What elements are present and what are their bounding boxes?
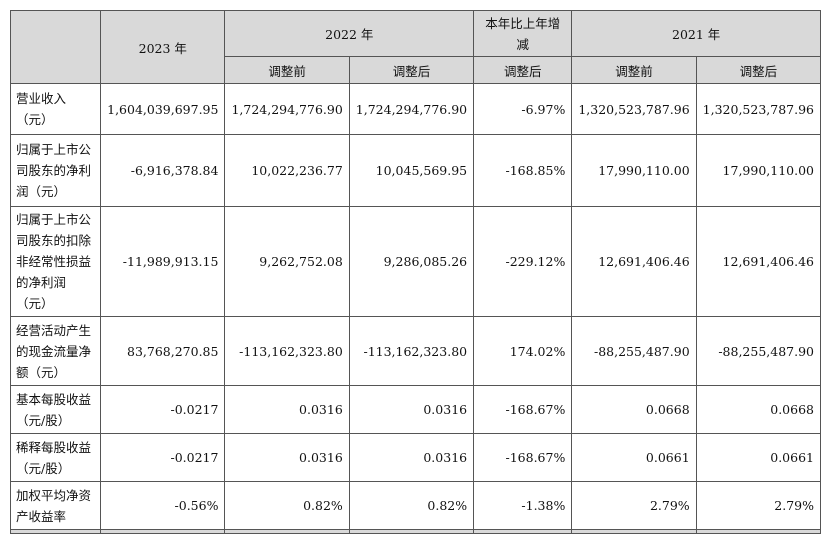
row-label: 基本每股收益（元/股） (9, 385, 102, 434)
cell-2023: -11,989,913.15 (100, 206, 226, 317)
cell-2021-before: 2.79% (571, 481, 697, 530)
cell-2021-before: 0.0661 (571, 433, 697, 482)
cell-2022-after: 0.0316 (348, 433, 475, 482)
cell-2022-after: 9,286,085.26 (348, 206, 475, 317)
cell-2022-before: 10,022,236.77 (224, 134, 350, 207)
cell-change: -168.67% (473, 385, 573, 434)
cell-2021-after: 0.0661 (695, 433, 821, 482)
cell-2022-before: 1,724,294,776.90 (224, 83, 350, 135)
header-2021: 2021 年 (571, 10, 821, 57)
row-label: 归属于上市公司股东的扣除非经常性损益的净利润（元） (9, 206, 102, 317)
table-row: 基本每股收益（元/股） -0.0217 0.0316 0.0316 -168.6… (9, 385, 821, 434)
cell-change: -168.85% (473, 134, 573, 207)
cell-2022-before: 0.0316 (224, 433, 350, 482)
cell-2021-after: 12,691,406.46 (695, 206, 821, 317)
cell-2021-after: 2.79% (695, 481, 821, 530)
table-row: 加权平均净资产收益率 -0.56% 0.82% 0.82% -1.38% 2.7… (9, 481, 821, 530)
header-2021-after: 调整后 (695, 56, 821, 84)
table-tail-row (9, 529, 821, 534)
cell-change: -1.38% (473, 481, 573, 530)
cell-change: 174.02% (473, 316, 573, 386)
tail-cell (100, 529, 226, 534)
cell-2021-after: 0.0668 (695, 385, 821, 434)
header-2023: 2023 年 (100, 10, 226, 84)
tail-cell (695, 529, 821, 534)
cell-2021-after: 17,990,110.00 (695, 134, 821, 207)
cell-2022-after: -113,162,323.80 (348, 316, 475, 386)
header-2022: 2022 年 (224, 10, 475, 57)
cell-2022-after: 1,724,294,776.90 (348, 83, 475, 135)
cell-2022-before: 0.82% (224, 481, 350, 530)
table-row: 归属于上市公司股东的扣除非经常性损益的净利润（元） -11,989,913.15… (9, 206, 821, 317)
cell-2021-before: 12,691,406.46 (571, 206, 697, 317)
cell-2021-after: -88,255,487.90 (695, 316, 821, 386)
row-label: 稀释每股收益（元/股） (9, 433, 102, 482)
cell-2022-after: 10,045,569.95 (348, 134, 475, 207)
cell-2022-after: 0.82% (348, 481, 475, 530)
cell-2021-before: 1,320,523,787.96 (571, 83, 697, 135)
table-row: 经营活动产生的现金流量净额（元） 83,768,270.85 -113,162,… (9, 316, 821, 386)
cell-2023: -0.0217 (100, 433, 226, 482)
cell-change: -168.67% (473, 433, 573, 482)
tail-cell (9, 529, 102, 534)
cell-2022-after: 0.0316 (348, 385, 475, 434)
row-label: 经营活动产生的现金流量净额（元） (9, 316, 102, 386)
header-change: 本年比上年增减 (473, 10, 573, 57)
row-label: 营业收入（元） (9, 83, 102, 135)
row-label: 归属于上市公司股东的净利润（元） (9, 134, 102, 207)
cell-2021-before: -88,255,487.90 (571, 316, 697, 386)
header-2022-after: 调整后 (348, 56, 475, 84)
cell-2021-before: 0.0668 (571, 385, 697, 434)
cell-2023: -0.56% (100, 481, 226, 530)
tail-cell (348, 529, 475, 534)
table-row: 营业收入（元） 1,604,039,697.95 1,724,294,776.9… (9, 83, 821, 135)
cell-2023: -6,916,378.84 (100, 134, 226, 207)
cell-2022-before: 9,262,752.08 (224, 206, 350, 317)
header-2021-before: 调整前 (571, 56, 697, 84)
cell-2023: 1,604,039,697.95 (100, 83, 226, 135)
tail-cell (224, 529, 350, 534)
cell-2023: 83,768,270.85 (100, 316, 226, 386)
financial-data-table: 2023 年 2022 年 本年比上年增减 2021 年 调整前 调整后 调整后… (9, 10, 821, 534)
cell-2021-before: 17,990,110.00 (571, 134, 697, 207)
table-row: 归属于上市公司股东的净利润（元） -6,916,378.84 10,022,23… (9, 134, 821, 207)
cell-2021-after: 1,320,523,787.96 (695, 83, 821, 135)
cell-2022-before: -113,162,323.80 (224, 316, 350, 386)
cell-2022-before: 0.0316 (224, 385, 350, 434)
cell-change: -229.12% (473, 206, 573, 317)
corner-header-cell (9, 10, 102, 84)
header-change-after: 调整后 (473, 56, 573, 84)
header-2022-before: 调整前 (224, 56, 350, 84)
tail-cell (473, 529, 573, 534)
table-row: 稀释每股收益（元/股） -0.0217 0.0316 0.0316 -168.6… (9, 433, 821, 482)
cell-2023: -0.0217 (100, 385, 226, 434)
row-label: 加权平均净资产收益率 (9, 481, 102, 530)
cell-change: -6.97% (473, 83, 573, 135)
tail-cell (571, 529, 697, 534)
